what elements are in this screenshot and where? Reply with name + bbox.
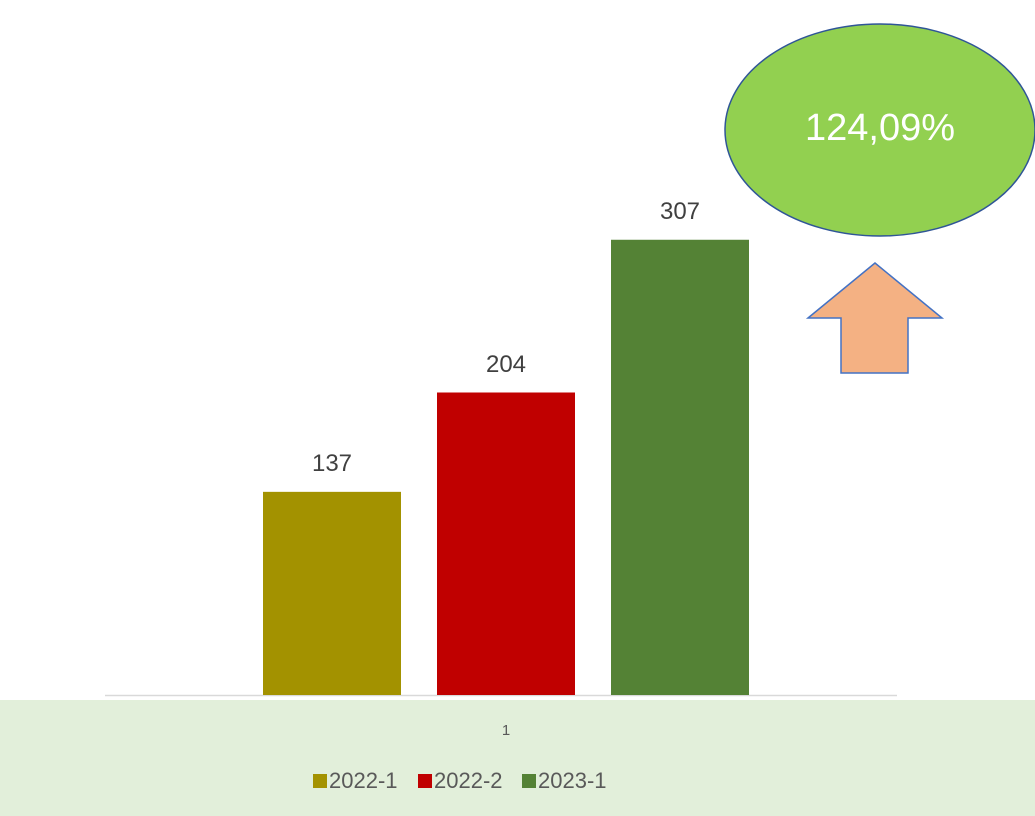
data-label: 307 bbox=[660, 198, 700, 225]
x-tick-label: 1 bbox=[502, 722, 510, 739]
legend-label: 2022-1 bbox=[329, 768, 398, 793]
legend-label: 2022-2 bbox=[434, 768, 503, 793]
legend-band bbox=[0, 700, 1035, 816]
data-label: 137 bbox=[312, 450, 352, 477]
callout-ellipse bbox=[724, 23, 1035, 237]
bar bbox=[263, 491, 401, 695]
legend-label: 2023-1 bbox=[538, 768, 607, 793]
annotation: 124,09% bbox=[805, 107, 955, 149]
legend-swatch bbox=[313, 774, 327, 788]
bar bbox=[611, 239, 749, 695]
data-label: 204 bbox=[486, 351, 526, 378]
up-arrow bbox=[805, 262, 945, 374]
bar bbox=[437, 392, 575, 695]
legend-swatch bbox=[418, 774, 432, 788]
legend-swatch bbox=[522, 774, 536, 788]
